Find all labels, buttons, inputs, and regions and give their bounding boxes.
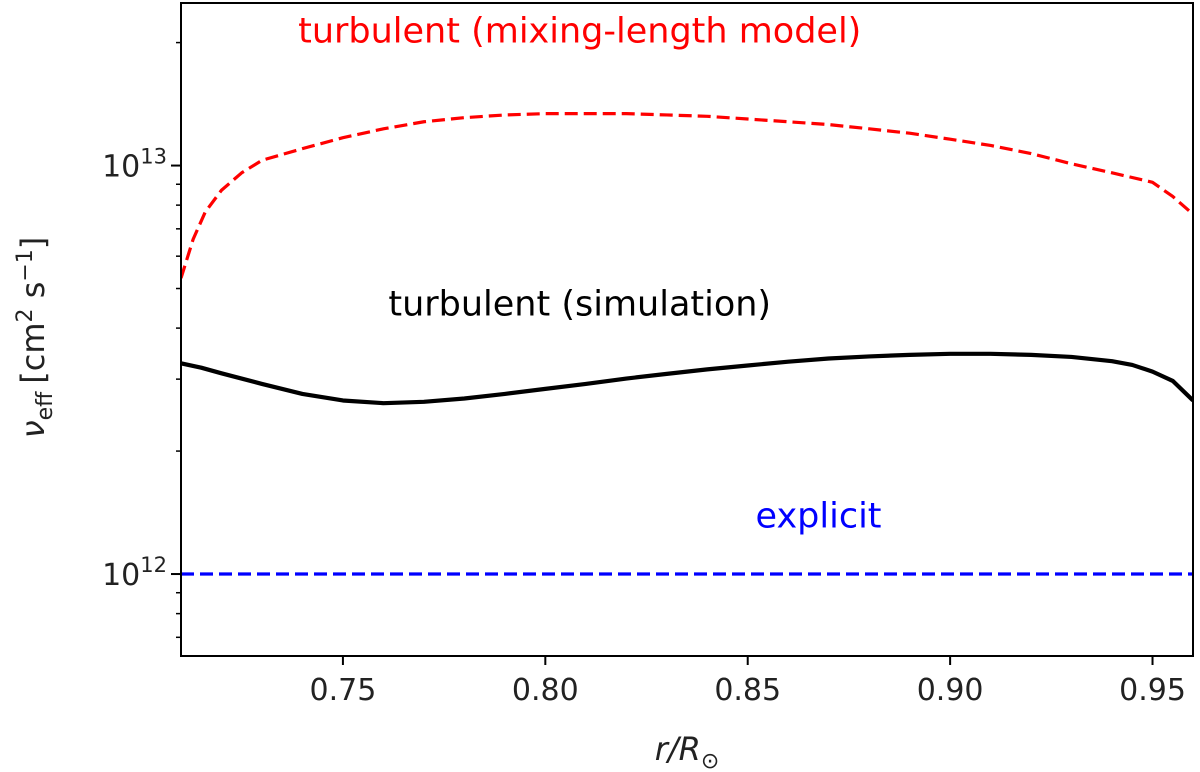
series-layer [181,112,1193,576]
y-axis-label-units-a: [cm [14,322,52,383]
y-tick-label: 1013 [102,145,167,185]
y-axis-label-sub: eff [33,391,58,421]
plot-frame [180,2,1194,657]
annotation-explicit: explicit [756,496,882,536]
y-axis-label-units-sup2: 2 [13,308,38,322]
y-axis-label: νeff [cm2 s−1] [13,237,58,439]
x-tick-label: 0.95 [1119,673,1186,708]
x-axis-label: r/R⊙ [655,730,720,772]
y-axis-label-units-b: s [14,282,52,309]
x-tick-label: 0.75 [310,673,377,708]
series-line-turbulent-mixing-length-model [181,112,1193,279]
x-tick-label: 0.80 [512,673,579,708]
annotation-layer: turbulent (mixing-length model) turbulent… [298,12,881,537]
x-tick-label: 0.85 [714,673,781,708]
y-axis-label-main: ν [14,420,52,438]
series-line-turbulent-simulation [181,351,1193,406]
tick-layer: 0.75 0.80 0.85 0.90 0.95 1012 1013 [102,41,1186,708]
y-axis-label-units-c: ] [14,237,52,249]
x-axis-label-main: r/R [655,730,701,768]
x-axis-label-sub: ⊙ [701,749,719,772]
x-tick-label: 0.90 [917,673,984,708]
y-axis-label-units-sup-neg1: −1 [13,249,38,281]
annotation-turbulent-mixing-length-model: turbulent (mixing-length model) [298,12,861,52]
y-tick-label: 1012 [102,553,167,593]
annotation-turbulent-simulation: turbulent (simulation) [388,284,771,324]
